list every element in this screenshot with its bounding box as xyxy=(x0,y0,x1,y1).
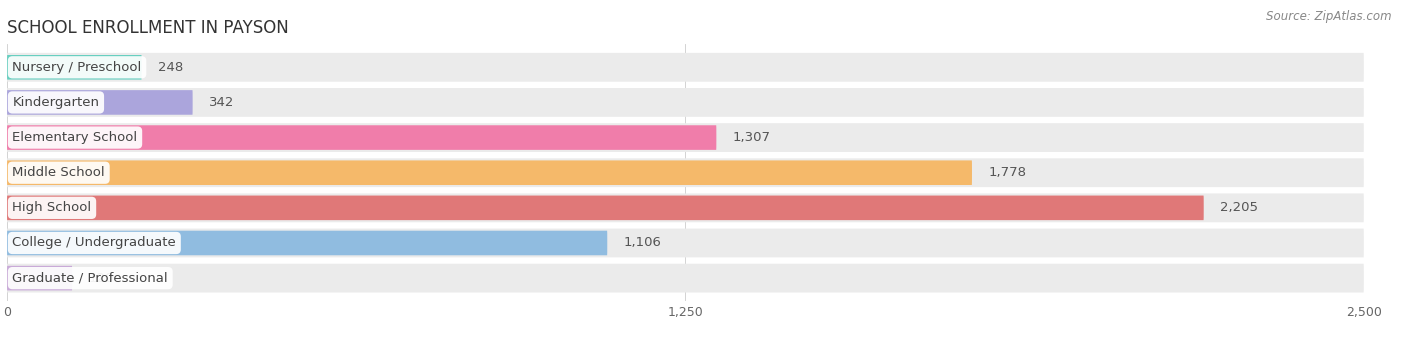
Text: High School: High School xyxy=(13,201,91,214)
FancyBboxPatch shape xyxy=(7,158,1364,187)
Text: 342: 342 xyxy=(209,96,235,109)
Text: Nursery / Preschool: Nursery / Preschool xyxy=(13,61,142,74)
FancyBboxPatch shape xyxy=(7,266,72,290)
Text: Source: ZipAtlas.com: Source: ZipAtlas.com xyxy=(1267,10,1392,23)
FancyBboxPatch shape xyxy=(7,228,1364,258)
Text: 2,205: 2,205 xyxy=(1220,201,1258,214)
Text: 1,307: 1,307 xyxy=(733,131,770,144)
FancyBboxPatch shape xyxy=(7,125,717,150)
Text: Graduate / Professional: Graduate / Professional xyxy=(13,272,169,285)
Text: Elementary School: Elementary School xyxy=(13,131,138,144)
Text: College / Undergraduate: College / Undergraduate xyxy=(13,236,176,249)
FancyBboxPatch shape xyxy=(7,123,1364,152)
FancyBboxPatch shape xyxy=(7,160,972,185)
Text: SCHOOL ENROLLMENT IN PAYSON: SCHOOL ENROLLMENT IN PAYSON xyxy=(7,19,288,37)
Text: 1,778: 1,778 xyxy=(988,166,1026,179)
FancyBboxPatch shape xyxy=(7,194,1364,222)
FancyBboxPatch shape xyxy=(7,231,607,255)
FancyBboxPatch shape xyxy=(7,88,1364,117)
Text: 1,106: 1,106 xyxy=(623,236,661,249)
FancyBboxPatch shape xyxy=(7,264,1364,292)
Text: 120: 120 xyxy=(89,272,114,285)
Text: 248: 248 xyxy=(157,61,183,74)
FancyBboxPatch shape xyxy=(7,53,1364,82)
FancyBboxPatch shape xyxy=(7,196,1204,220)
FancyBboxPatch shape xyxy=(7,90,193,115)
FancyBboxPatch shape xyxy=(7,55,142,80)
Text: Kindergarten: Kindergarten xyxy=(13,96,100,109)
Text: Middle School: Middle School xyxy=(13,166,105,179)
